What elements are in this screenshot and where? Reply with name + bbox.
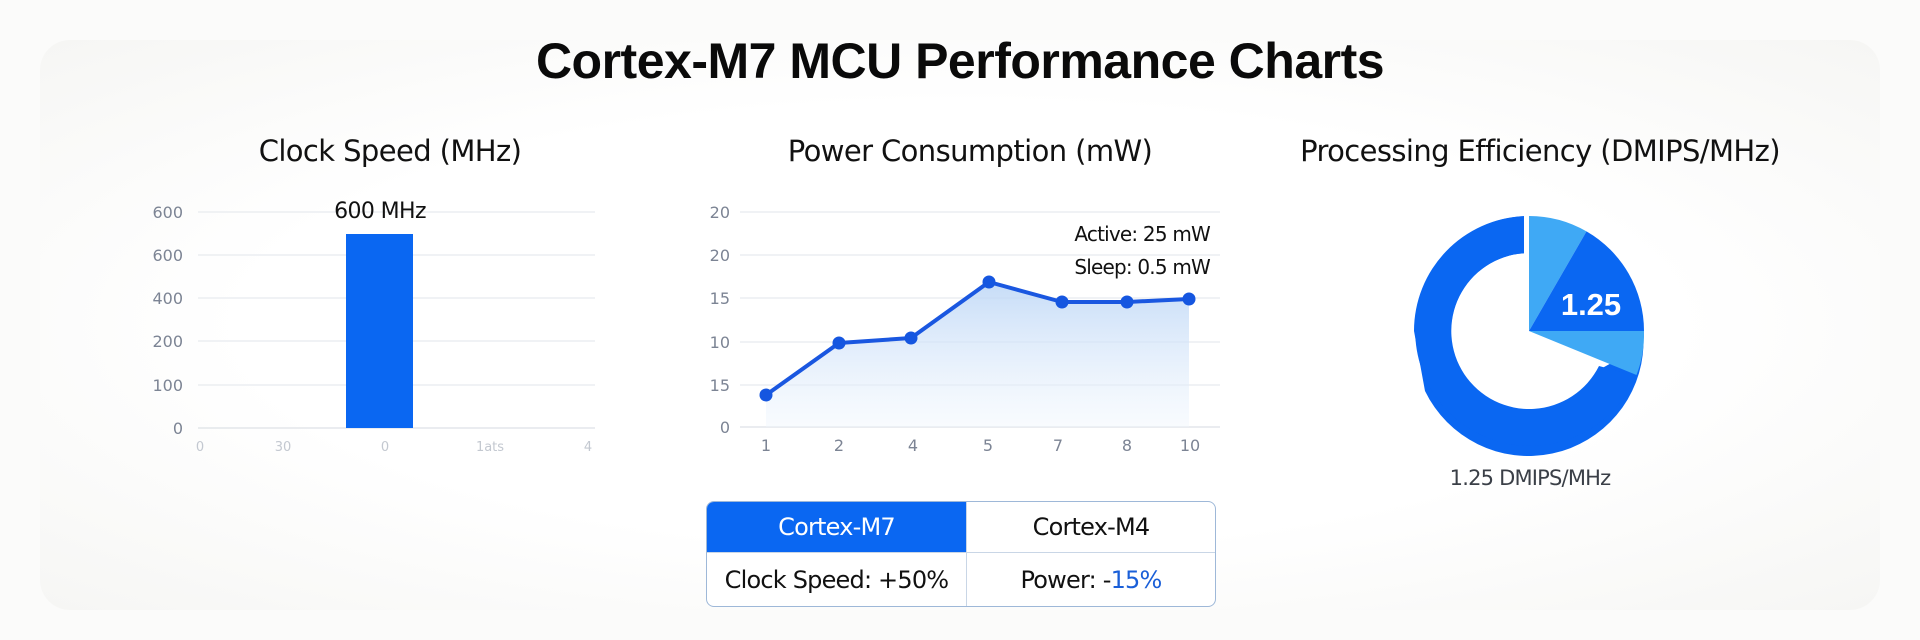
clock-speed-bar-chart: 600 600 400 200 100 0 600 MHz 0 30 0 1at… <box>152 199 595 455</box>
y-tick: 600 <box>152 203 183 222</box>
data-point <box>759 388 773 402</box>
x-tick: 1ats <box>476 440 504 455</box>
pie-wedge-light-top <box>1529 216 1587 331</box>
efficiency-chart-title: Processing Efficiency (DMIPS/MHz) <box>1300 134 1780 168</box>
power-delta: Power: -15% <box>967 552 1215 606</box>
x-tick: 0 <box>196 440 204 455</box>
y-tick: 0 <box>173 419 183 438</box>
data-point <box>982 275 996 289</box>
pie-wedge-highlight <box>1529 231 1644 331</box>
x-tick: 1 <box>761 436 771 455</box>
y-tick: 20 <box>710 203 730 222</box>
x-tick: 30 <box>275 440 292 455</box>
header-cortex-m7: Cortex-M7 <box>707 502 967 552</box>
pie-wedge-light-bottom <box>1529 331 1645 375</box>
sleep-power-annotation: Sleep: 0.5 mW <box>1074 255 1211 279</box>
x-tick: 2 <box>834 436 844 455</box>
y-axis-ticks: 600 600 400 200 100 0 <box>152 203 183 438</box>
power-consumption-line-chart: 20 20 15 10 15 0 Active: 25 mW Sleep: 0.… <box>710 203 1220 455</box>
data-points <box>759 275 1196 402</box>
data-point <box>1120 295 1134 309</box>
power-delta-value: 15% <box>1110 565 1163 594</box>
clock-speed-delta: Clock Speed: +50% <box>707 552 967 606</box>
y-tick: 0 <box>720 418 730 437</box>
y-tick: 10 <box>710 333 730 352</box>
data-point <box>832 336 846 350</box>
y-tick: 100 <box>152 376 183 395</box>
efficiency-center-value: 1.25 <box>1561 287 1621 322</box>
data-point <box>1182 292 1196 306</box>
x-tick: 10 <box>1180 436 1200 455</box>
active-power-annotation: Active: 25 mW <box>1074 222 1211 246</box>
data-point <box>1055 295 1069 309</box>
efficiency-donut-chart: 1.25 1.25 DMIPS/MHz <box>1414 216 1645 490</box>
y-tick: 15 <box>710 376 730 395</box>
y-tick: 600 <box>152 246 183 265</box>
y-axis-ticks: 20 20 15 10 15 0 <box>710 203 730 437</box>
y-tick: 20 <box>710 246 730 265</box>
power-chart-title: Power Consumption (mW) <box>787 134 1153 168</box>
bar-value-label: 600 MHz <box>334 199 426 224</box>
x-tick: 7 <box>1053 436 1063 455</box>
power-delta-label: Power: - <box>1020 565 1111 594</box>
y-tick: 15 <box>710 289 730 308</box>
clock-speed-bar <box>346 234 413 428</box>
comparison-table: Cortex-M7 Cortex-M4 Clock Speed: +50% Po… <box>706 501 1216 607</box>
area-fill <box>766 282 1189 427</box>
x-tick: 5 <box>983 436 993 455</box>
x-axis-ticks: 1 2 4 5 7 8 10 <box>761 436 1200 455</box>
x-tick: 0 <box>381 440 389 455</box>
clock-chart-title: Clock Speed (MHz) <box>258 134 522 168</box>
y-tick: 400 <box>152 289 183 308</box>
x-tick: 4 <box>908 436 918 455</box>
header-cortex-m4: Cortex-M4 <box>1032 513 1151 541</box>
efficiency-caption: 1.25 DMIPS/MHz <box>1450 466 1611 490</box>
page-title: Cortex-M7 MCU Performance Charts <box>535 33 1385 89</box>
x-tick: 4 <box>584 440 592 455</box>
donut-ring-left <box>1415 216 1636 446</box>
x-axis-ticks: 0 30 0 1ats 4 <box>196 440 592 455</box>
y-tick: 200 <box>152 332 183 351</box>
data-point <box>904 331 918 345</box>
x-tick: 8 <box>1122 436 1132 455</box>
